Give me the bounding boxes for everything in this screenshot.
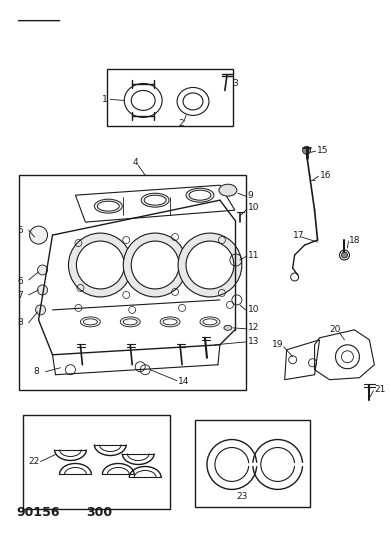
Text: 15: 15 xyxy=(317,146,328,155)
Text: 13: 13 xyxy=(248,337,259,346)
Ellipse shape xyxy=(200,317,220,327)
Text: 3: 3 xyxy=(232,79,238,88)
Circle shape xyxy=(38,265,48,275)
Ellipse shape xyxy=(81,317,100,327)
Bar xyxy=(23,415,170,510)
Circle shape xyxy=(186,241,234,289)
Text: 14: 14 xyxy=(178,377,189,386)
Text: 16: 16 xyxy=(319,171,331,180)
Circle shape xyxy=(303,147,310,154)
Circle shape xyxy=(68,233,132,297)
Ellipse shape xyxy=(186,188,214,202)
Circle shape xyxy=(30,226,48,244)
Text: 6: 6 xyxy=(18,278,23,286)
Ellipse shape xyxy=(219,184,237,196)
Text: 1: 1 xyxy=(102,95,108,104)
Circle shape xyxy=(123,233,187,297)
Text: 7: 7 xyxy=(18,292,23,301)
Ellipse shape xyxy=(189,190,211,200)
Circle shape xyxy=(341,252,348,258)
Bar xyxy=(19,175,246,390)
Text: 19: 19 xyxy=(272,340,283,349)
Circle shape xyxy=(131,241,179,289)
Bar xyxy=(195,419,310,507)
Text: 9: 9 xyxy=(248,191,254,200)
Text: 20: 20 xyxy=(330,325,341,334)
Text: 2: 2 xyxy=(178,119,184,128)
Text: 8: 8 xyxy=(34,367,39,376)
Circle shape xyxy=(76,241,124,289)
Text: 8: 8 xyxy=(18,318,23,327)
Text: 4: 4 xyxy=(132,158,138,167)
Ellipse shape xyxy=(141,193,169,207)
Text: 90156: 90156 xyxy=(16,506,60,519)
Text: 21: 21 xyxy=(374,385,386,394)
Text: 22: 22 xyxy=(29,457,40,466)
Text: 18: 18 xyxy=(350,236,361,245)
Ellipse shape xyxy=(224,325,232,330)
Text: 10: 10 xyxy=(248,203,259,212)
Text: 12: 12 xyxy=(248,324,259,333)
Ellipse shape xyxy=(97,201,119,211)
Text: 5: 5 xyxy=(18,225,23,235)
Bar xyxy=(107,69,233,126)
Circle shape xyxy=(38,285,48,295)
Ellipse shape xyxy=(160,317,180,327)
Ellipse shape xyxy=(144,195,166,205)
Ellipse shape xyxy=(163,319,177,325)
Ellipse shape xyxy=(120,317,140,327)
Text: 300: 300 xyxy=(86,506,113,519)
Ellipse shape xyxy=(94,199,122,213)
Circle shape xyxy=(178,233,242,297)
Ellipse shape xyxy=(203,319,217,325)
Text: 10: 10 xyxy=(248,305,259,314)
Ellipse shape xyxy=(83,319,97,325)
Text: 23: 23 xyxy=(237,492,248,501)
Circle shape xyxy=(36,305,45,315)
Text: 11: 11 xyxy=(248,251,259,260)
Ellipse shape xyxy=(123,319,137,325)
Text: 17: 17 xyxy=(292,231,304,239)
